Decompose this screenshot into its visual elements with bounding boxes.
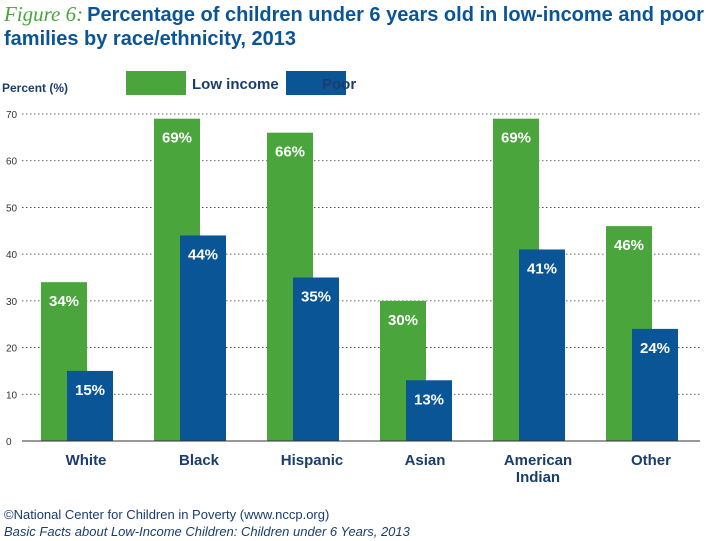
data-label: 69% xyxy=(501,130,531,147)
y-tick-label: 10 xyxy=(6,390,18,401)
legend-swatch-poor xyxy=(286,71,346,95)
bar-poor-3 xyxy=(406,380,452,441)
figure-label: Figure 6: xyxy=(4,2,84,26)
y-tick-label: 50 xyxy=(6,203,18,214)
legend-swatch-low-income xyxy=(126,71,186,95)
y-tick-label: 30 xyxy=(6,297,18,308)
data-label: 35% xyxy=(301,289,331,306)
bar-chart: Percent (%) 0 10 20 30 40 50 60 70 Low income Poor… xyxy=(2,71,700,486)
data-label: 41% xyxy=(527,260,557,277)
credit-text: ©National Center for Children in Poverty… xyxy=(4,507,330,522)
y-tick-label: 60 xyxy=(6,157,18,168)
legend-label: Poor xyxy=(322,76,356,93)
bar-poor-2 xyxy=(293,277,339,441)
bar-poor-4 xyxy=(519,249,565,441)
y-tick-label: 70 xyxy=(6,110,18,121)
x-tick-label: Black xyxy=(179,452,220,469)
y-axis-label: Percent (%) xyxy=(2,81,68,95)
source-text: Basic Facts about Low-Income Children: C… xyxy=(4,524,410,539)
title-text: Percentage of children under 6 years old… xyxy=(4,4,704,50)
data-label: 15% xyxy=(75,382,105,399)
bar-poor-5 xyxy=(632,328,678,441)
x-tick-label: Asian xyxy=(405,452,446,469)
x-tick-label: White xyxy=(66,452,107,469)
x-tick-label: Other xyxy=(631,452,671,469)
data-label: 66% xyxy=(275,144,305,161)
data-label: 13% xyxy=(414,391,444,408)
data-label: 46% xyxy=(614,237,644,254)
data-label: 34% xyxy=(49,293,79,310)
bar-poor-1 xyxy=(180,235,226,441)
chart-title: Figure 6: Percentage of children under 6 … xyxy=(4,2,709,51)
data-label: 30% xyxy=(388,312,418,329)
data-label: 69% xyxy=(162,130,192,147)
x-tick-label: Indian xyxy=(516,469,560,486)
x-tick-label: Hispanic xyxy=(281,452,344,469)
footer: ©National Center for Children in Poverty… xyxy=(4,506,709,540)
legend-label: Low income xyxy=(192,76,279,93)
bar-poor-0 xyxy=(67,370,113,441)
y-tick-label: 40 xyxy=(6,250,18,261)
y-tick-label: 20 xyxy=(6,344,18,355)
data-label: 24% xyxy=(640,340,670,357)
y-tick-label: 0 xyxy=(6,437,12,448)
x-tick-label: American xyxy=(504,452,572,469)
data-label: 44% xyxy=(188,246,218,263)
